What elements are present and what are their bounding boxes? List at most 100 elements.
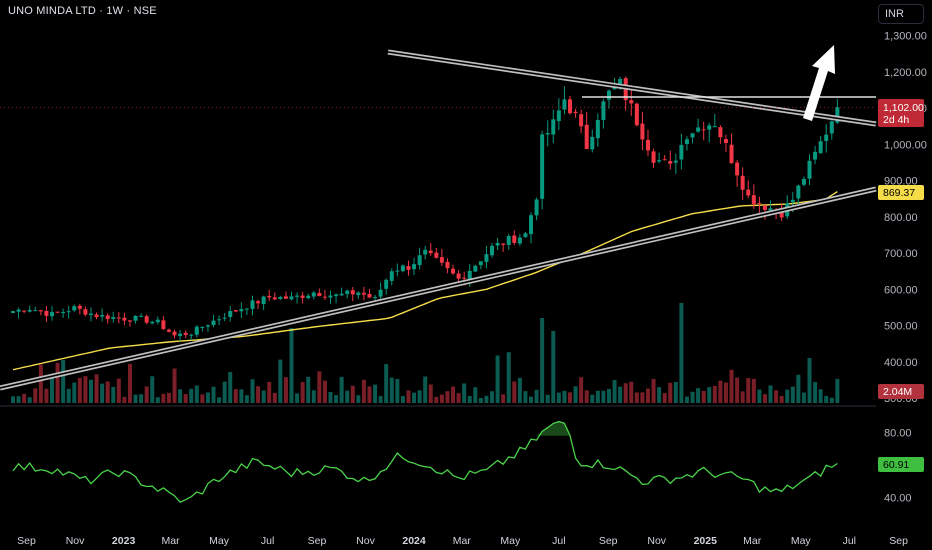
candle — [261, 295, 266, 311]
volume-bar — [150, 376, 155, 403]
volume-bar — [88, 379, 93, 403]
candle — [384, 278, 389, 295]
candle — [657, 152, 662, 164]
currency-button[interactable]: INR — [878, 4, 924, 24]
candle — [189, 333, 194, 341]
candle — [651, 148, 656, 168]
volume-bar — [501, 394, 506, 403]
volume-bar — [751, 378, 756, 403]
candle — [818, 135, 823, 154]
volume-bar — [740, 391, 745, 403]
candle — [211, 314, 216, 328]
candle — [33, 306, 38, 312]
candle — [122, 312, 127, 326]
volume-bar — [94, 374, 99, 403]
candle — [701, 121, 706, 141]
candle — [272, 292, 277, 301]
volume-bar — [116, 378, 121, 403]
volume-bar — [16, 396, 21, 403]
candle — [200, 326, 205, 332]
volume-bar — [813, 382, 818, 403]
volume-bar — [796, 374, 801, 403]
candle — [127, 320, 132, 327]
volume-bar — [244, 395, 249, 403]
volume-bar — [512, 381, 517, 403]
price-tick-label: 800.00 — [884, 212, 918, 224]
candle — [389, 268, 394, 286]
volume-bar — [44, 388, 49, 403]
candle — [100, 308, 105, 322]
volume-bar — [83, 376, 88, 403]
time-tick-label: Jul — [843, 535, 856, 547]
volume-bar — [384, 364, 389, 403]
candle — [707, 122, 712, 143]
volume-bar — [412, 392, 417, 403]
candle — [813, 146, 818, 164]
candle — [484, 245, 489, 269]
price-tick-label: 700.00 — [884, 248, 918, 260]
time-tick-label: Sep — [889, 535, 908, 547]
candle — [668, 150, 673, 170]
candle — [367, 288, 372, 299]
time-tick-label: Jul — [552, 535, 565, 547]
candle — [116, 312, 121, 324]
price-tick-label: 1,000.00 — [884, 139, 927, 151]
candle — [55, 311, 60, 314]
volume-bar — [818, 389, 823, 403]
volume-bar — [640, 392, 645, 403]
candle — [345, 289, 350, 299]
candle — [529, 212, 534, 244]
candle — [439, 249, 444, 267]
candle — [222, 312, 227, 322]
volume-bar — [155, 397, 160, 403]
volume-bar — [651, 378, 656, 403]
candle — [517, 234, 522, 246]
candle — [690, 133, 695, 144]
time-tick-label: May — [209, 535, 230, 547]
volume-bar — [807, 358, 812, 403]
time-tick-label: Sep — [308, 535, 327, 547]
candle — [606, 89, 611, 109]
candle — [11, 311, 15, 314]
candle — [139, 313, 144, 318]
candle — [172, 329, 177, 339]
candle — [662, 155, 667, 161]
volume-bar — [211, 386, 216, 403]
volume-bar — [551, 331, 556, 403]
price-tick-label: 400.00 — [884, 357, 918, 369]
arrow-up-icon[interactable] — [803, 45, 835, 121]
volume-bar — [735, 377, 740, 403]
volume-bar — [679, 303, 684, 403]
candle — [584, 111, 589, 150]
descending-trendline[interactable] — [387, 49, 877, 127]
candle — [244, 308, 249, 315]
volume-bar — [239, 389, 244, 403]
candle — [501, 243, 506, 252]
svg-text:869.37: 869.37 — [883, 187, 915, 199]
candle — [350, 287, 355, 302]
volume-bar — [462, 383, 467, 403]
candle — [451, 264, 456, 275]
candle — [634, 102, 639, 127]
volume-bar — [484, 395, 489, 403]
ma-value-badge: 869.37 — [878, 185, 924, 200]
candle — [751, 184, 756, 209]
candle — [77, 303, 82, 315]
price-tick-label: 1,200.00 — [884, 67, 927, 79]
candle — [256, 299, 261, 309]
rsi-overbought-fill — [536, 421, 576, 436]
candle — [166, 328, 171, 333]
volume-bar — [634, 392, 639, 403]
volume-bar — [451, 386, 456, 403]
rsi-value-badge: 60.91 — [878, 457, 924, 472]
volume-bar — [267, 381, 272, 403]
volume-bar — [673, 381, 678, 403]
volume-bar — [801, 392, 806, 403]
volume-bar — [495, 355, 500, 403]
volume-bar — [523, 391, 528, 403]
candle — [144, 314, 149, 325]
volume-bar — [356, 395, 361, 403]
time-tick-label: May — [500, 535, 521, 547]
ascending-trendline[interactable] — [0, 186, 877, 391]
